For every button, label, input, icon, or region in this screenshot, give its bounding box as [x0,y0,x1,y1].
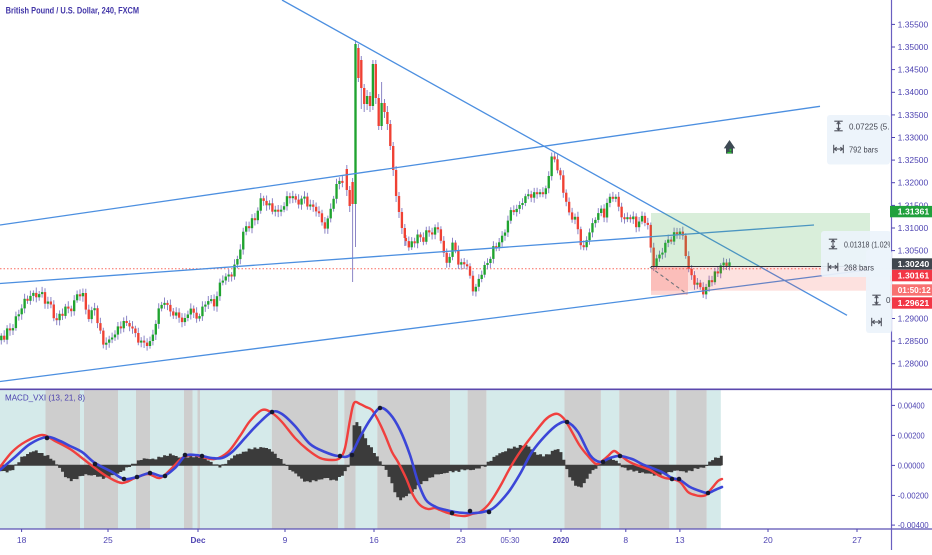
svg-text:0.00400: 0.00400 [898,400,925,410]
svg-text:1.30240: 1.30240 [898,259,930,269]
svg-text:16: 16 [369,535,379,545]
svg-text:1.32000: 1.32000 [898,178,929,188]
svg-text:0.00000: 0.00000 [898,460,925,470]
svg-text:27: 27 [852,535,862,545]
svg-text:25: 25 [103,535,113,545]
svg-text:0.00200: 0.00200 [898,430,925,440]
svg-text:1.35500: 1.35500 [898,19,929,29]
svg-text:1.30161: 1.30161 [898,271,930,281]
svg-text:1.33000: 1.33000 [898,132,929,142]
svg-text:1.30500: 1.30500 [898,246,929,256]
svg-text:1.31000: 1.31000 [898,223,929,233]
svg-text:23: 23 [456,535,466,545]
svg-text:2020: 2020 [553,535,570,545]
svg-text:9: 9 [283,535,288,545]
svg-text:-0.00200: -0.00200 [898,490,929,500]
svg-text:1.29000: 1.29000 [898,313,929,323]
svg-text:Dec: Dec [191,535,206,545]
svg-text:8: 8 [623,535,628,545]
svg-text:13: 13 [675,535,685,545]
svg-text:792 bars: 792 bars [849,146,878,155]
svg-text:1.34000: 1.34000 [898,87,929,97]
svg-text:1.31361: 1.31361 [898,207,930,217]
svg-text:1.34500: 1.34500 [898,65,929,75]
svg-text:MACD_VXI (13, 21, 8): MACD_VXI (13, 21, 8) [5,394,85,403]
svg-text:1.32500: 1.32500 [898,155,929,165]
svg-text:1.33500: 1.33500 [898,110,929,120]
svg-text:0.01318 (1.02%): 0.01318 (1.02%) [844,241,896,250]
svg-text:268 bars: 268 bars [844,264,874,273]
svg-text:-0.00400: -0.00400 [898,520,929,530]
svg-text:05:30: 05:30 [501,535,520,545]
svg-text:18: 18 [17,535,27,545]
svg-text:1.35000: 1.35000 [898,42,929,52]
svg-text:1.29621: 1.29621 [898,298,930,308]
svg-text:01:50:12: 01:50:12 [898,285,931,295]
svg-text:1.28500: 1.28500 [898,336,929,346]
svg-text:20: 20 [763,535,773,545]
svg-text:1.28000: 1.28000 [898,359,929,369]
svg-text:British Pound / U.S. Dollar, 2: British Pound / U.S. Dollar, 240, FXCM [6,6,140,16]
